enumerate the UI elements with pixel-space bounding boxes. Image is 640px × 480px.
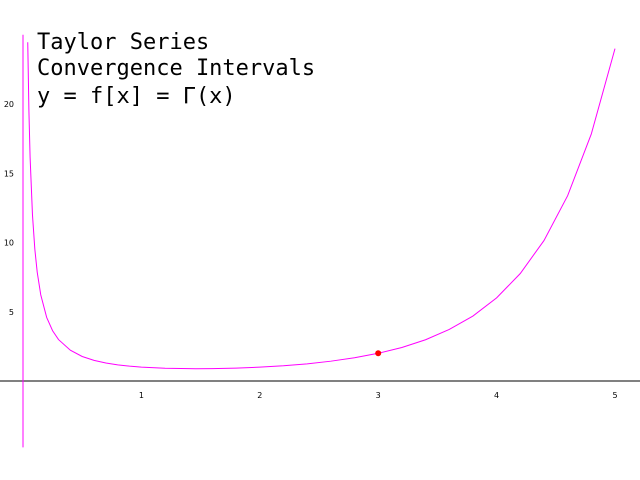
x-tick-label: 5 [612, 391, 617, 400]
series-layer [27, 42, 616, 370]
x-tick-label: 3 [376, 391, 381, 400]
y-tick-label: 15 [4, 169, 14, 178]
y-tick-label: 5 [9, 308, 14, 317]
y-tick-label: 20 [4, 100, 14, 109]
y-tick-label: 10 [4, 239, 14, 248]
x-tick-label: 2 [257, 391, 262, 400]
highlight-point [375, 350, 382, 357]
title-line-2: Convergence Intervals [37, 56, 315, 81]
x-tick-label: 4 [494, 391, 499, 400]
title-line-1: Taylor Series [37, 30, 209, 55]
axes [0, 34, 640, 448]
x-tick-labels: 1 2 3 4 5 [139, 391, 618, 400]
y-tick-labels: 5 10 15 20 [4, 100, 14, 317]
chart-title: Taylor Series Convergence Intervals y = … [37, 30, 315, 109]
title-line-3: y = f[x] = Γ(x) [37, 84, 236, 109]
series-line [27, 42, 616, 370]
x-tick-label: 1 [139, 391, 144, 400]
